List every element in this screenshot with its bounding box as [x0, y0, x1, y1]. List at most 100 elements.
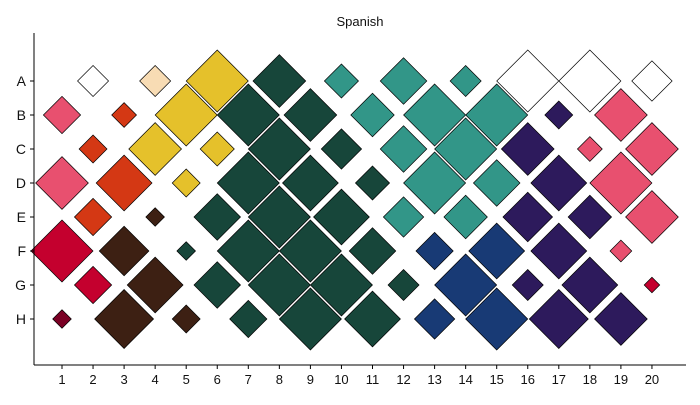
x-tick-label-17: 17 — [552, 372, 566, 387]
point-A-14 — [449, 65, 482, 97]
x-tick-label-16: 16 — [521, 372, 535, 387]
point-B-19 — [594, 88, 648, 142]
point-C-10 — [320, 128, 363, 170]
point-D-19 — [589, 151, 653, 215]
point-C-18 — [576, 136, 603, 162]
point-A-16 — [496, 49, 560, 113]
point-G-20 — [643, 276, 661, 294]
point-G-4 — [126, 256, 184, 314]
point-B-7 — [216, 83, 280, 147]
point-B-17 — [544, 100, 574, 130]
x-tick-label-10: 10 — [334, 372, 348, 387]
point-B-15 — [465, 83, 529, 147]
point-E-8 — [247, 185, 311, 249]
point-G-14 — [434, 253, 498, 317]
point-C-2 — [78, 134, 108, 164]
point-H-19 — [594, 292, 648, 346]
point-D-11 — [354, 165, 391, 201]
x-tick-label-3: 3 — [120, 372, 127, 387]
point-F-1 — [30, 219, 94, 283]
point-E-14 — [443, 194, 488, 240]
y-tick-label-C: C — [16, 141, 26, 157]
point-G-12 — [387, 269, 420, 301]
y-tick-label-D: D — [16, 175, 26, 191]
point-G-16 — [511, 269, 544, 301]
point-E-4 — [145, 207, 165, 227]
x-tick-label-7: 7 — [245, 372, 252, 387]
point-B-5 — [154, 83, 218, 147]
point-G-8 — [247, 253, 311, 317]
point-D-7 — [216, 151, 280, 215]
point-A-6 — [185, 49, 249, 113]
point-A-4 — [139, 65, 172, 97]
point-D-1 — [35, 156, 89, 210]
point-A-12 — [379, 57, 428, 105]
point-D-13 — [403, 151, 467, 215]
x-tick-label-19: 19 — [614, 372, 628, 387]
point-F-3 — [98, 225, 150, 277]
x-tick-label-13: 13 — [427, 372, 441, 387]
point-B-1 — [42, 95, 82, 135]
point-H-5 — [171, 304, 201, 334]
point-E-18 — [567, 194, 613, 240]
point-F-17 — [530, 222, 588, 280]
point-C-4 — [128, 122, 182, 176]
x-tick-label-15: 15 — [489, 372, 503, 387]
point-A-2 — [77, 65, 110, 97]
point-D-3 — [95, 154, 153, 212]
point-F-15 — [468, 222, 526, 280]
point-D-15 — [472, 159, 521, 207]
x-tick-label-20: 20 — [645, 372, 659, 387]
point-E-6 — [193, 193, 241, 241]
point-F-19 — [609, 239, 633, 263]
point-H-17 — [528, 289, 589, 349]
point-B-11 — [350, 92, 395, 138]
point-F-7 — [216, 219, 280, 283]
point-G-6 — [193, 261, 241, 309]
y-tick-label-H: H — [16, 311, 26, 327]
point-H-7 — [229, 299, 268, 339]
point-C-12 — [379, 125, 428, 173]
point-E-2 — [73, 197, 113, 237]
point-G-2 — [73, 265, 113, 305]
point-B-3 — [111, 102, 137, 128]
point-E-10 — [313, 188, 370, 246]
x-tick-label-9: 9 — [307, 372, 314, 387]
point-H-15 — [465, 287, 529, 351]
point-C-20 — [625, 122, 679, 176]
point-E-20 — [625, 190, 679, 244]
point-F-13 — [415, 231, 454, 271]
point-D-5 — [171, 168, 201, 198]
point-A-10 — [323, 63, 359, 99]
y-tick-label-E: E — [17, 209, 26, 225]
point-H-1 — [52, 309, 72, 329]
point-A-20 — [631, 60, 673, 102]
x-tick-label-14: 14 — [458, 372, 472, 387]
x-tick-label-5: 5 — [183, 372, 190, 387]
point-G-10 — [309, 253, 373, 317]
point-H-11 — [344, 290, 401, 348]
point-E-16 — [502, 191, 554, 243]
point-H-13 — [413, 298, 456, 340]
x-tick-label-4: 4 — [152, 372, 159, 387]
points-layer — [30, 49, 679, 351]
point-G-18 — [561, 256, 619, 314]
point-C-6 — [199, 131, 235, 167]
chart-title: Spanish — [336, 14, 384, 29]
x-tick-label-18: 18 — [583, 372, 597, 387]
y-tick-label-B: B — [17, 107, 26, 123]
x-tick-label-11: 11 — [366, 372, 380, 387]
y-tick-label-A: A — [17, 73, 27, 89]
y-tick-label-F: F — [17, 243, 26, 259]
point-C-8 — [247, 117, 311, 181]
point-H-3 — [94, 289, 155, 349]
point-A-8 — [252, 54, 307, 108]
point-F-9 — [278, 219, 342, 283]
point-A-18 — [558, 49, 622, 113]
point-F-5 — [176, 241, 196, 261]
point-C-16 — [500, 122, 555, 176]
point-B-9 — [283, 88, 338, 142]
